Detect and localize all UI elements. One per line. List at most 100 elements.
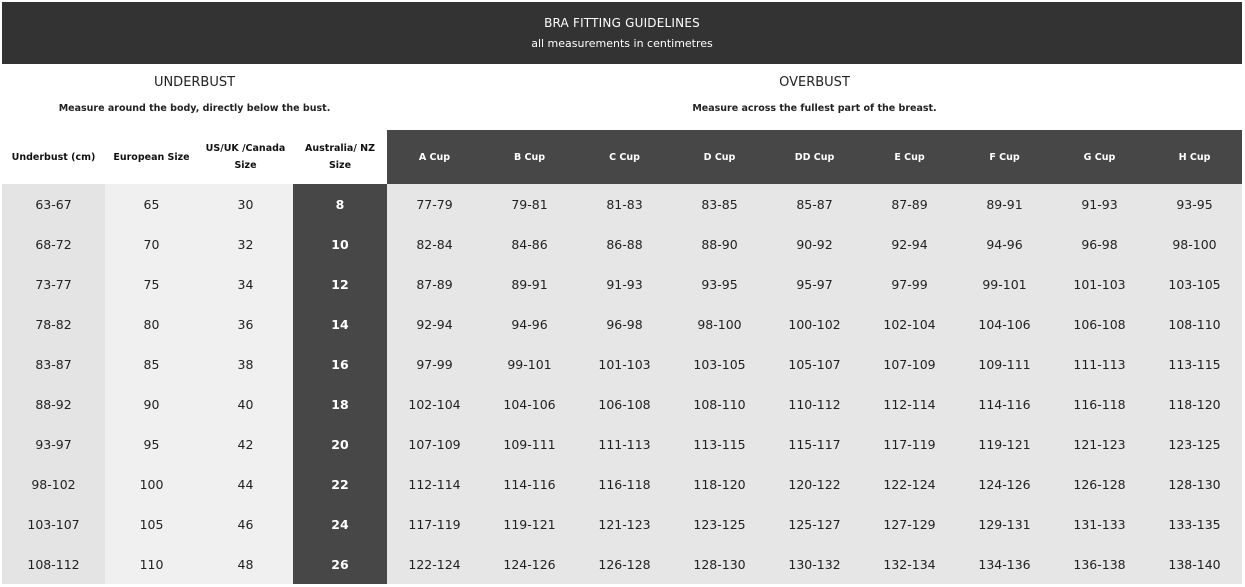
table-row: 88-92 90 40 18 102-104 104-106 106-108 108-110 1… [2, 384, 1242, 424]
table-cell: 113-115 [672, 424, 767, 464]
table-cell: 30 [198, 184, 293, 224]
table-row: 78-82 80 36 14 92-94 94-96 96-98 98-100 100-102 1… [2, 304, 1242, 344]
table-cell: 93-95 [1147, 184, 1242, 224]
table-cell: 113-115 [1147, 344, 1242, 384]
table-cell: 36 [198, 304, 293, 344]
table-cell: 103-105 [672, 344, 767, 384]
table-cell: 123-125 [672, 504, 767, 544]
table-cell: 119-121 [482, 504, 577, 544]
column-header: US/UK /Canada Size [198, 130, 293, 184]
table-cell: 112-114 [387, 464, 482, 504]
table-cell: 85-87 [767, 184, 862, 224]
table-cell: 46 [198, 504, 293, 544]
table-row: 93-97 95 42 20 107-109 109-111 111-113 113-115 1… [2, 424, 1242, 464]
table-cell: 87-89 [387, 264, 482, 304]
table-cell: 103-105 [1147, 264, 1242, 304]
table-cell: 100-102 [767, 304, 862, 344]
table-cell: 70 [105, 224, 198, 264]
table-cell: 117-119 [862, 424, 957, 464]
table-cell: 136-138 [1052, 544, 1147, 584]
column-header: D Cup [672, 130, 767, 184]
table-cell: 102-104 [387, 384, 482, 424]
table-cell: 108-110 [1147, 304, 1242, 344]
table-cell: 84-86 [482, 224, 577, 264]
table-cell: 132-134 [862, 544, 957, 584]
table-cell: 88-90 [672, 224, 767, 264]
table-cell: 130-132 [767, 544, 862, 584]
table-cell: 73-77 [2, 264, 105, 304]
table-cell: 89-91 [482, 264, 577, 304]
table-cell: 12 [293, 264, 387, 304]
table-cell: 127-129 [862, 504, 957, 544]
table-cell: 131-133 [1052, 504, 1147, 544]
overbust-heading: OVERBUST [779, 75, 850, 90]
table-cell: 26 [293, 544, 387, 584]
table-cell: 108-112 [2, 544, 105, 584]
table-cell: 101-103 [1052, 264, 1147, 304]
table-cell: 80 [105, 304, 198, 344]
underbust-heading: UNDERBUST [153, 75, 236, 90]
table-row: 108-112 110 48 26 122-124 124-126 126-128 128-1… [2, 544, 1242, 584]
column-header: G Cup [1052, 130, 1147, 184]
table-cell: 111-113 [1052, 344, 1147, 384]
table-cell: 109-111 [957, 344, 1052, 384]
table-cell: 122-124 [387, 544, 482, 584]
table-cell: 97-99 [862, 264, 957, 304]
column-header: European Size [105, 130, 198, 184]
table-cell: 94-96 [957, 224, 1052, 264]
table-cell: 106-108 [1052, 304, 1147, 344]
table-cell: 94-96 [482, 304, 577, 344]
table-cell: 90-92 [767, 224, 862, 264]
table-cell: 103-107 [2, 504, 105, 544]
table-cell: 118-120 [1147, 384, 1242, 424]
table-cell: 22 [293, 464, 387, 504]
table-row: 103-107 105 46 24 117-119 119-121 121-123 123-1… [2, 504, 1242, 544]
table-cell: 121-123 [1052, 424, 1147, 464]
table-cell: 124-126 [482, 544, 577, 584]
table-cell: 63-67 [2, 184, 105, 224]
table-cell: 110-112 [767, 384, 862, 424]
table-row: 63-67 65 30 8 77-79 79-81 81-83 83-85 85-87 87-89… [2, 184, 1242, 224]
column-header: DD Cup [767, 130, 862, 184]
table-cell: 99-101 [482, 344, 577, 384]
table-cell: 138-140 [1147, 544, 1242, 584]
table-cell: 99-101 [957, 264, 1052, 304]
underbust-description: Measure around the body, directly below … [58, 103, 331, 114]
table-cell: 116-118 [577, 464, 672, 504]
table-cell: 79-81 [482, 184, 577, 224]
table-cell: 107-109 [387, 424, 482, 464]
table-cell: 85 [105, 344, 198, 384]
table-cell: 42 [198, 424, 293, 464]
table-row: 98-102 100 44 22 112-114 114-116 116-118 118-12… [2, 464, 1242, 504]
column-header: Australia/ NZ Size [293, 130, 387, 184]
table-cell: 104-106 [482, 384, 577, 424]
table-cell: 128-130 [672, 544, 767, 584]
table-cell: 121-123 [577, 504, 672, 544]
table-cell: 95-97 [767, 264, 862, 304]
table-cell: 65 [105, 184, 198, 224]
table-cell: 77-79 [387, 184, 482, 224]
column-header: E Cup [862, 130, 957, 184]
table-cell: 116-118 [1052, 384, 1147, 424]
table-cell: 93-97 [2, 424, 105, 464]
table-cell: 95 [105, 424, 198, 464]
table-cell: 133-135 [1147, 504, 1242, 544]
table-cell: 8 [293, 184, 387, 224]
table-cell: 126-128 [1052, 464, 1147, 504]
table-cell: 101-103 [577, 344, 672, 384]
table-cell: 16 [293, 344, 387, 384]
table-cell: 68-72 [2, 224, 105, 264]
table-cell: 87-89 [862, 184, 957, 224]
table-cell: 106-108 [577, 384, 672, 424]
table-cell: 118-120 [672, 464, 767, 504]
table-cell: 120-122 [767, 464, 862, 504]
table-cell: 98-102 [2, 464, 105, 504]
table-cell: 129-131 [957, 504, 1052, 544]
table-cell: 98-100 [672, 304, 767, 344]
table-cell: 14 [293, 304, 387, 344]
table-cell: 123-125 [1147, 424, 1242, 464]
column-header: A Cup [387, 130, 482, 184]
table-cell: 44 [198, 464, 293, 504]
column-header: F Cup [957, 130, 1052, 184]
table-cell: 112-114 [862, 384, 957, 424]
